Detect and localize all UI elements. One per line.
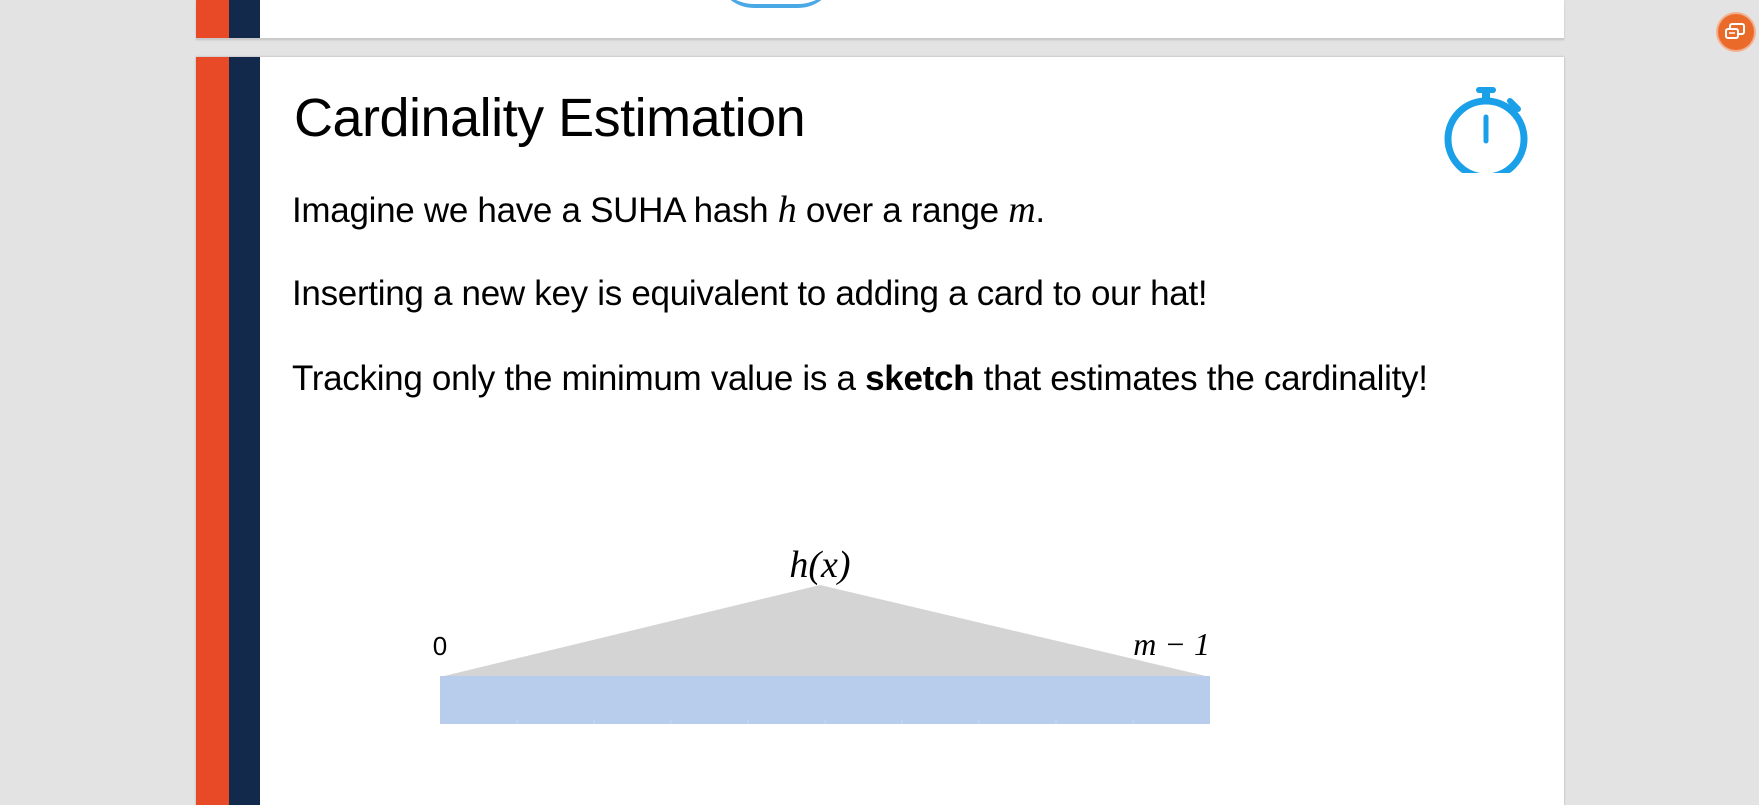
slide-accent-bar-orange <box>196 0 229 38</box>
hash-range-cells <box>516 720 1134 724</box>
line1-text-mid: over a range <box>796 191 1009 230</box>
previous-slide[interactable] <box>196 0 1564 39</box>
previous-slide-graphic <box>716 0 836 8</box>
line1-text-pre: Imagine we have a SUHA hash <box>292 191 778 230</box>
slide-accent-bar-orange <box>196 57 229 805</box>
range-end-label: m − 1 <box>1133 626 1210 662</box>
math-var-h: h <box>777 189 797 231</box>
math-var-m: m <box>1008 189 1036 231</box>
hash-triangle <box>440 585 1210 677</box>
text-line-3: Tracking only the minimum value is a ske… <box>292 359 1428 399</box>
slide-accent-bar-navy <box>229 0 260 38</box>
stopwatch-icon <box>1444 87 1528 173</box>
line3-text-pre: Tracking only the minimum value is a <box>292 359 866 398</box>
hash-range-bar <box>440 676 1210 724</box>
range-start-label: 0 <box>433 631 447 661</box>
line3-text-post: that estimates the cardinality! <box>974 359 1428 398</box>
hash-function-label: h(x) <box>789 544 850 586</box>
text-line-2: Inserting a new key is equivalent to add… <box>292 274 1208 313</box>
hash-range-diagram: h(x) 0 m − 1 <box>433 544 1210 724</box>
slide-title: Cardinality Estimation <box>294 88 806 148</box>
line3-bold-term: sketch <box>865 359 975 398</box>
text-line-1: Imagine we have a SUHA hash h over a ran… <box>292 188 1045 232</box>
current-slide[interactable]: Cardinality Estimation Imagine we have a… <box>196 57 1564 805</box>
line1-text-post: . <box>1035 191 1045 230</box>
slide-accent-bar-navy <box>229 57 260 805</box>
chat-notification-icon[interactable] <box>1718 14 1754 50</box>
chat-bubble-icon <box>1725 23 1745 39</box>
